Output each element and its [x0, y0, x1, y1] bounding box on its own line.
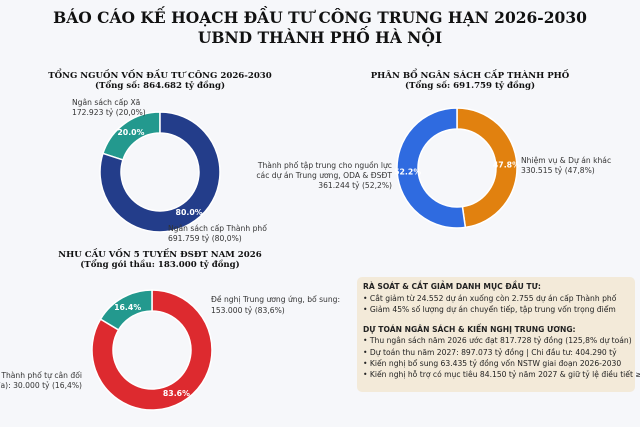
donut-percent-label: 52.2% [394, 167, 421, 176]
chart2-subtitle: (Tổng số: 691.759 tỷ đồng) [404, 81, 536, 91]
chart3-title: NHU CẦU VỐN 5 TUYẾN ĐSĐT NAM 2026 [58, 250, 262, 260]
panel-section1-title: RÀ SOÁT & CẮT GIẢM DANH MỤC ĐẦU TƯ: [363, 282, 541, 291]
panel-section2-item: Kiến nghị hỗ trợ có mục tiêu 84.150 tỷ n… [363, 369, 640, 380]
chart1-label-city-value: 691.759 tỷ (80,0%) [168, 234, 242, 243]
panel-section1-item: Cắt giảm từ 24.552 dự án xuống còn 2.755… [363, 293, 629, 304]
donut-slice [99, 289, 153, 331]
chart2-label-central-line2: các dự án Trung ương, ODA & ĐSĐT [256, 171, 392, 180]
summary-panel: RÀ SOÁT & CẮT GIẢM DANH MỤC ĐẦU TƯ: Cắt … [357, 277, 640, 392]
chart2-label-central-line1: Thành phố tập trung cho nguồn lực [257, 161, 392, 170]
chart3-label-city-value: (tối đa): 30.000 tỷ (16,4%) [0, 381, 82, 390]
donut-percent-label: 20.0% [117, 128, 144, 137]
report-title-line2: UBND THÀNH PHỐ HÀ NỘI [197, 28, 443, 47]
panel-section1-item: Giảm 45% số lượng dự án chuyển tiếp, tập… [363, 304, 629, 315]
report-title-line1: BÁO CÁO KẾ HOẠCH ĐẦU TƯ CÔNG TRUNG HẠN 2… [53, 8, 587, 27]
chart1-title: TỔNG NGUỒN VỐN ĐẦU TƯ CÔNG 2026-2030 [48, 71, 272, 81]
panel-section2-item: Thu ngân sách năm 2026 ước đạt 817.728 t… [363, 335, 632, 346]
donut-chart-total-capital: 20.0% 80.0% [99, 111, 221, 233]
panel-section1-list: Cắt giảm từ 24.552 dự án xuống còn 2.755… [363, 293, 629, 315]
donut-percent-label: 16.4% [114, 303, 141, 312]
panel-section2-title: DỰ TOÁN NGÂN SÁCH & KIẾN NGHỊ TRUNG ƯƠNG… [363, 324, 576, 334]
chart2-label-central-value: 361.244 tỷ (52,2%) [318, 181, 392, 190]
chart3-label-city-name: Thành phố tự cân đối [0, 371, 82, 380]
panel-section2-list: Thu ngân sách năm 2026 ước đạt 817.728 t… [363, 335, 640, 380]
donut-percent-label: 83.6% [163, 389, 190, 398]
panel-section2-item: Dự toán thu năm 2027: 897.073 tỷ đồng | … [363, 347, 629, 358]
chart3-label-central-value: 153.000 tỷ (83,6%) [211, 306, 285, 315]
chart3-label-central-name: Đề nghị Trung ương ứng, bổ sung: [211, 295, 340, 304]
donut-percent-label: 47.8% [493, 161, 520, 170]
chart2-label-other-name: Nhiệm vụ & Dự án khác [521, 156, 611, 165]
donut-chart-rail-demand: 83.6% 16.4% [91, 289, 213, 411]
chart2-title: PHÂN BỔ NGÂN SÁCH CẤP THÀNH PHỐ [370, 71, 570, 81]
chart3-subtitle: (Tổng gói thầu: 183.000 tỷ đồng) [80, 260, 240, 270]
donut-slice [456, 107, 518, 229]
chart1-label-commune-value: 172.923 tỷ (20,0%) [72, 108, 146, 117]
donut-slice [99, 111, 221, 233]
chart1-subtitle: (Tổng số: 864.682 tỷ đồng) [94, 81, 226, 91]
donut-percent-label: 80.0% [176, 208, 203, 217]
donut-slice [91, 289, 213, 411]
chart2-label-other-value: 330.515 tỷ (47,8%) [521, 166, 595, 175]
chart1-label-city-name: Ngân sách cấp Thành phố [168, 224, 267, 233]
panel-section2-item: Kiến nghị bổ sung 63.435 tỷ đồng vốn NST… [363, 358, 629, 369]
chart1-label-commune-name: Ngân sách cấp Xã [72, 98, 140, 107]
donut-chart-city-budget: 47.8% 52.2% [394, 107, 520, 229]
donut-slice [396, 107, 467, 229]
